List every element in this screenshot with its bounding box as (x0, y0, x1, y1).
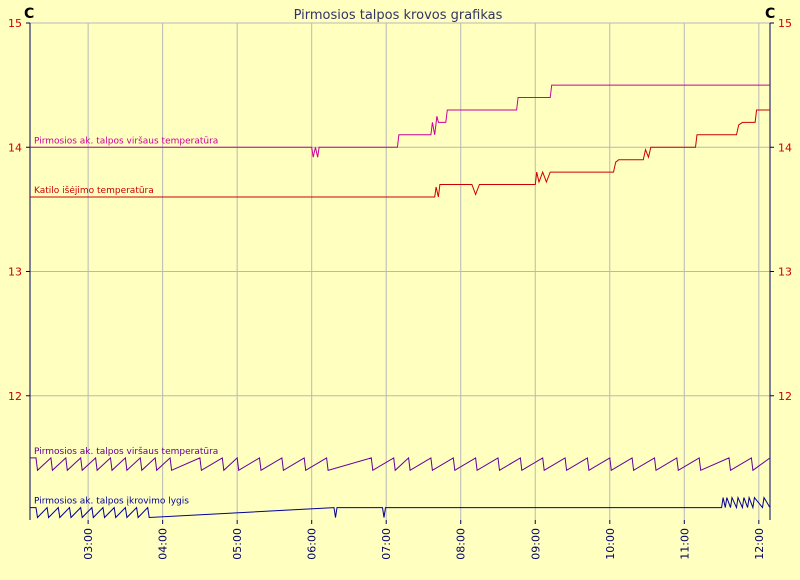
y-tick-label-right: 13 (778, 266, 792, 279)
y-tick-label-right: 15 (778, 17, 792, 30)
x-tick-label: 11:00 (678, 528, 691, 560)
series-labels: Pirmosios ak. talpos viršaus temperatūra… (34, 135, 218, 506)
y-tick-label-left: 13 (8, 266, 22, 279)
y-tick-label-right: 14 (778, 141, 792, 154)
x-tick-label: 09:00 (529, 528, 542, 560)
series-label-3: Pirmosios ak. talpos viršaus temperatūra (34, 446, 218, 457)
series-label-4: Pirmosios ak. talpos įkrovimo lygis (34, 497, 189, 507)
x-tick-label: 04:00 (157, 528, 170, 560)
x-tick-label: 08:00 (455, 528, 468, 560)
x-tick-label: 07:00 (380, 528, 393, 560)
x-tick-label: 06:00 (306, 528, 319, 560)
series-line-2 (30, 109, 770, 198)
grid (30, 22, 770, 520)
y-tick-label-left: 15 (8, 17, 22, 30)
x-tick-label: 10:00 (604, 528, 617, 560)
y-unit-right: C (765, 6, 775, 22)
y-unit-left: C (24, 6, 34, 22)
tick-labels: 12 12 13 13 14 14 15 15 03:00 04:00 05:00 06:00 07:0… (8, 17, 792, 560)
y-tick-label-left: 12 (8, 390, 22, 403)
series-label-1: Pirmosios ak. talpos viršaus temperatūra (34, 135, 218, 146)
series-line-3 (30, 456, 771, 472)
axes (26, 22, 774, 524)
x-tick-label: 05:00 (231, 528, 244, 560)
y-tick-label-left: 14 (8, 141, 22, 154)
x-tick-label: 12:00 (753, 528, 766, 560)
x-tick-label: 03:00 (82, 528, 95, 560)
series-line-4 (30, 495, 771, 519)
series-lines (30, 84, 771, 519)
y-tick-label-right: 12 (778, 390, 792, 403)
chart-title: Pirmosios talpos krovos grafikas (294, 8, 503, 23)
series-line-1 (30, 84, 770, 158)
series-label-2: Katilo išėjimo temperatūra (34, 185, 154, 196)
